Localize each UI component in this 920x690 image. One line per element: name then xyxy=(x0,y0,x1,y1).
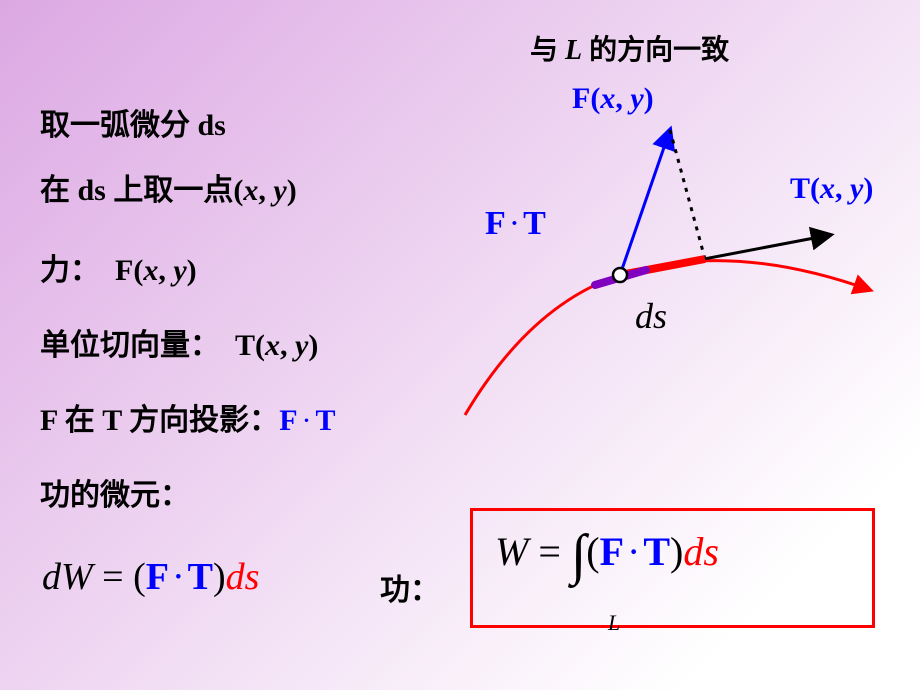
dw-ds: ds xyxy=(226,556,260,598)
line-4: 单位切向量： T(x, y) xyxy=(40,320,318,364)
dw-formula: dW = (F·T)ds xyxy=(42,555,259,599)
l4-close: ) xyxy=(308,329,318,362)
dT-close: ) xyxy=(863,172,873,205)
slide-content: 与 L 的方向一致 取一弧微分 ds 在 ds 上取一点(x, y) 力： F(… xyxy=(0,0,920,690)
l5-T: T xyxy=(316,404,336,437)
force-arrow xyxy=(620,130,670,275)
w-F: F xyxy=(600,529,624,574)
l3-prefix: 力： xyxy=(40,254,100,287)
dF-x: x xyxy=(600,82,615,115)
l4-y: y xyxy=(295,329,308,362)
l2-y: y xyxy=(273,174,286,207)
curve-L xyxy=(465,261,870,415)
l1-ds: ds xyxy=(198,109,226,142)
l5-prefix: F 在 T 方向投影： xyxy=(40,404,279,437)
dw-open: ( xyxy=(133,556,146,598)
dw-dot: · xyxy=(169,556,188,598)
dFT-T: T xyxy=(523,205,546,242)
w-formula: W = ∫(F·T)ds xyxy=(495,528,719,578)
l3-c: , xyxy=(158,254,173,287)
w-dot: · xyxy=(624,529,643,574)
w-W: W xyxy=(495,529,528,574)
dw-eq: = xyxy=(93,556,133,598)
l5-F: F xyxy=(279,404,297,437)
diag-F-label: F(x, y) xyxy=(572,82,654,116)
dF-pre: F( xyxy=(572,82,600,115)
l2-mid: 上取一点( xyxy=(106,174,244,207)
d-ds: ds xyxy=(635,296,667,336)
l2-x: x xyxy=(243,174,258,207)
line-1: 取一弧微分 ds xyxy=(40,100,226,144)
l3-x: x xyxy=(143,254,158,287)
l2-prefix: 在 xyxy=(40,174,78,207)
dw-T: T xyxy=(188,556,213,598)
w-close: ) xyxy=(670,529,683,574)
dFT-F: F xyxy=(485,205,506,242)
l4-x: x xyxy=(265,329,280,362)
top-note: 与 L 的方向一致 xyxy=(530,28,729,68)
l2-c: , xyxy=(258,174,273,207)
work-label-text: 功： xyxy=(380,574,440,607)
w-ds: ds xyxy=(683,529,719,574)
l2-ds: ds xyxy=(78,174,106,207)
dw-F: F xyxy=(146,556,169,598)
integral-icon: ∫ xyxy=(571,533,586,578)
work-label: 功： xyxy=(380,565,440,609)
note-suffix: 的方向一致 xyxy=(582,35,729,66)
dT-c: , xyxy=(835,172,850,205)
vector-diagram xyxy=(430,75,910,435)
dF-close: ) xyxy=(644,82,654,115)
diag-FT-label: F·T xyxy=(485,205,546,243)
w-T: T xyxy=(643,529,670,574)
l5-dot: · xyxy=(298,404,316,437)
dF-c: , xyxy=(615,82,630,115)
line-5: F 在 T 方向投影：F·T xyxy=(40,395,336,439)
dFT-dot: · xyxy=(506,205,523,242)
dT-y: y xyxy=(850,172,863,205)
dT-x: x xyxy=(820,172,835,205)
line-3: 力： F(x, y) xyxy=(40,245,197,289)
l4-c: , xyxy=(280,329,295,362)
l4-T: T( xyxy=(235,329,265,362)
l3-y: y xyxy=(173,254,186,287)
diag-ds-label: ds xyxy=(635,295,667,337)
dw-close: ) xyxy=(213,556,226,598)
dF-y: y xyxy=(630,82,643,115)
line-2: 在 ds 上取一点(x, y) xyxy=(40,165,297,209)
projection-dashed xyxy=(670,130,705,259)
diag-T-label: T(x, y) xyxy=(790,172,873,206)
line-6: 功的微元： xyxy=(40,470,190,514)
dT-pre: T( xyxy=(790,172,820,205)
note-var-L: L xyxy=(565,35,582,66)
point-xy xyxy=(613,268,627,282)
l4-prefix: 单位切向量： xyxy=(40,329,220,362)
integral-sub-L: L xyxy=(608,610,620,636)
l3-close: ) xyxy=(187,254,197,287)
dw-left: dW xyxy=(42,556,93,598)
l1-prefix: 取一弧微分 xyxy=(40,109,198,142)
w-open: ( xyxy=(586,529,599,574)
l2-close: ) xyxy=(287,174,297,207)
note-prefix: 与 xyxy=(530,35,565,66)
l6-text: 功的微元： xyxy=(40,479,190,512)
w-eq: = xyxy=(528,529,571,574)
l3-F: F( xyxy=(115,254,143,287)
